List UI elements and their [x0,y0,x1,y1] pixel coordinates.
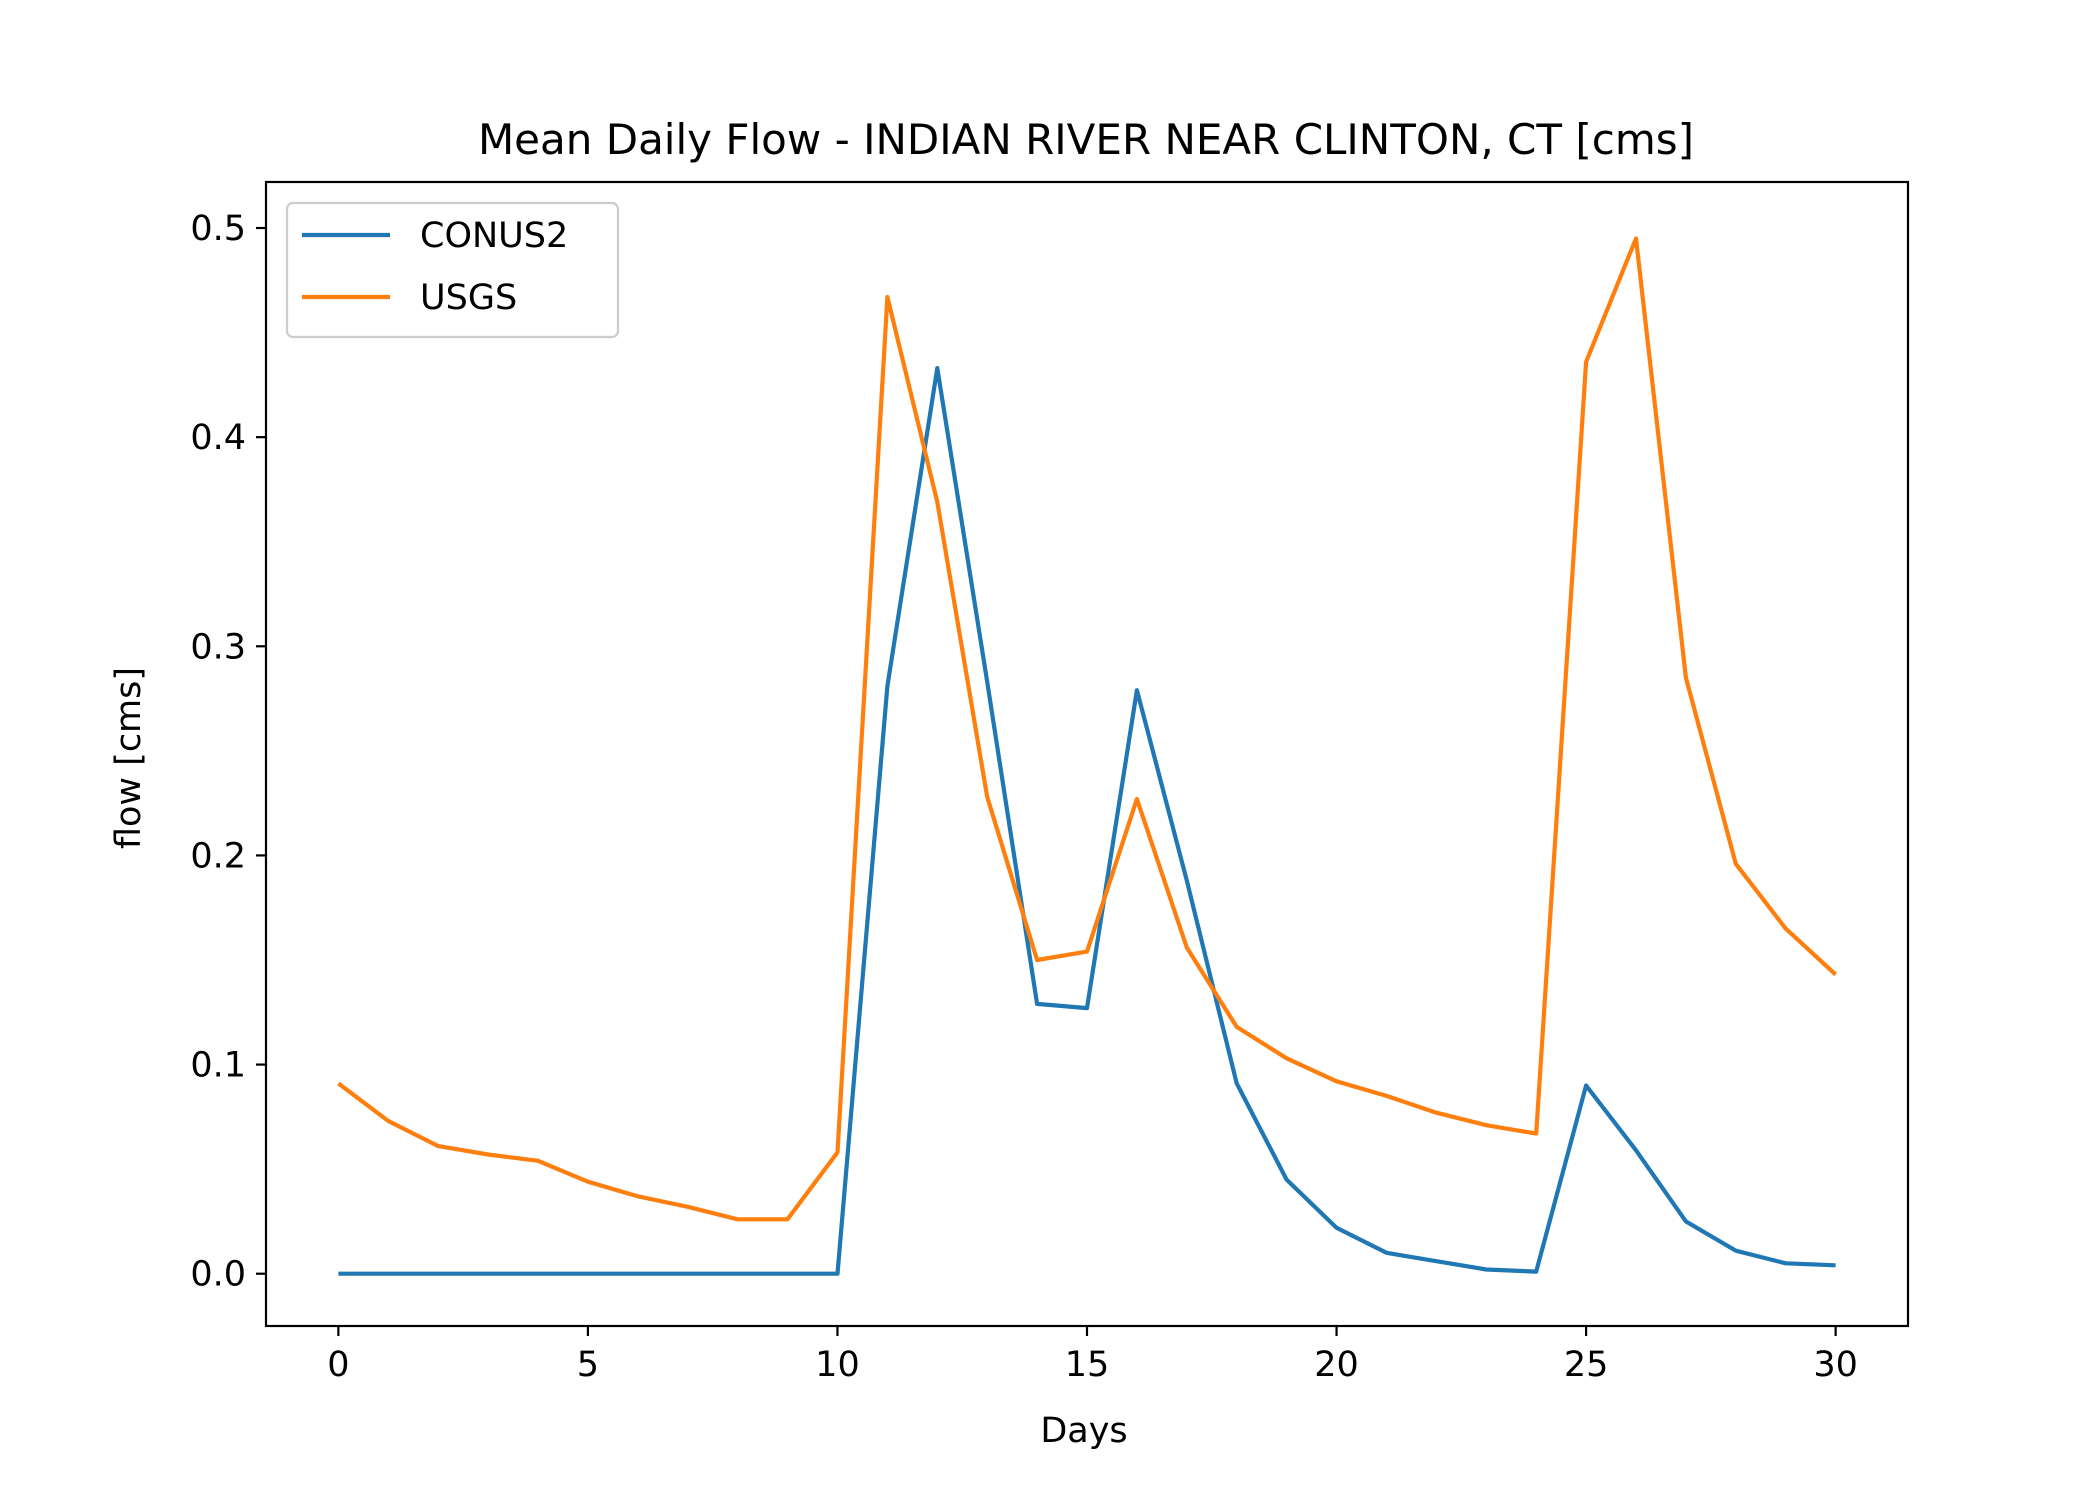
x-axis-label: Days [1040,1411,1127,1451]
x-tick-label-15: 15 [1065,1345,1110,1385]
x-tick-label-20: 20 [1314,1345,1359,1385]
chart-title: Mean Daily Flow - INDIAN RIVER NEAR CLIN… [478,115,1694,164]
y-axis-label: flow [cms] [109,667,149,849]
x-tick-label-5: 5 [577,1345,599,1385]
y-tick-label-0.1: 0.1 [190,1046,246,1086]
y-tick-label-0.5: 0.5 [190,209,246,249]
y-tick-label-0.4: 0.4 [190,418,246,458]
x-tick-label-25: 25 [1564,1345,1609,1385]
axis-ticks: 0 5 10 15 20 25 30 0.0 0.1 0.2 0.3 0.4 0.5 [190,209,1858,1385]
y-tick-label-0.3: 0.3 [190,627,246,667]
legend: CONUS2 USGS [285,201,620,339]
x-tick-label-10: 10 [815,1345,860,1385]
x-tick-label-30: 30 [1813,1345,1858,1385]
legend-label-usgs: USGS [420,278,517,318]
y-tick-label-0: 0.0 [190,1255,246,1295]
y-tick-label-0.2: 0.2 [190,836,246,876]
x-tick-label-0: 0 [327,1345,349,1385]
legend-label-conus2: CONUS2 [420,216,568,256]
